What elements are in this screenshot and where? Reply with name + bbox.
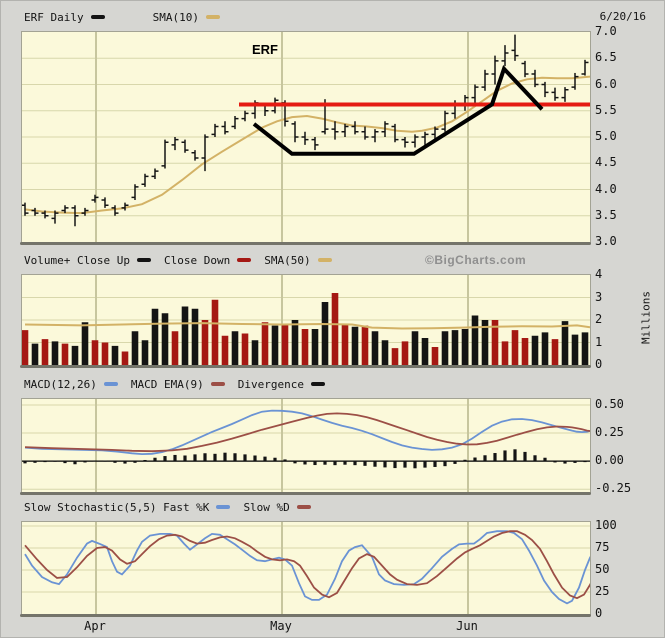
stoch-ytick-label: 100 (595, 517, 617, 532)
slowd-label: Slow %D (243, 500, 290, 514)
macd-chart (22, 399, 590, 492)
divergence-swatch (310, 382, 325, 386)
volume-ytick-label: 1 (595, 334, 603, 349)
volume-ytick-label: 3 (595, 289, 603, 304)
price-legend: ERF Daily SMA(10) (24, 10, 226, 24)
slowd-swatch (296, 505, 311, 509)
price-ytick-label: 3.0 (595, 234, 617, 248)
close-up-swatch (136, 258, 151, 262)
volume-ytick-label: 4 (595, 267, 603, 281)
stoch-ytick-label: 0 (595, 606, 603, 620)
macd-ytick-label: 0.00 (595, 453, 624, 468)
divergence-label: Divergence (237, 377, 304, 391)
sma10-label: SMA(10) (152, 10, 199, 24)
price-panel: ERF (21, 31, 591, 243)
volume-panel-footer (20, 365, 591, 368)
symbol-timeframe-label: ERF Daily (24, 10, 84, 24)
stochastic-fastk-label: Slow Stochastic(5,5) Fast %K (24, 500, 210, 514)
volume-ytick-label: 0 (595, 357, 603, 371)
volume-panel (21, 274, 591, 366)
stochastic-chart (22, 522, 590, 614)
stochastic-panel-footer (20, 614, 591, 617)
close-down-swatch (237, 258, 252, 262)
macd-panel-footer (20, 492, 591, 495)
price-ytick-label: 4.0 (595, 181, 617, 196)
x-axis-month-label: May (270, 619, 292, 633)
chart-date: 6/20/16 (599, 10, 646, 23)
price-chart: ERF (22, 32, 590, 242)
macd-ytick-label: 0.50 (595, 396, 624, 411)
macd-line-swatch (103, 382, 118, 386)
x-axis-month-label: Apr (84, 619, 106, 633)
price-ytick-label: 6.0 (595, 76, 617, 91)
price-panel-footer (20, 242, 591, 245)
bigcharts-watermark: ©BigCharts.com (425, 253, 527, 267)
stoch-ytick-label: 75 (595, 539, 610, 554)
volume-close-up-label: Volume+ Close Up (24, 253, 130, 267)
stoch-ytick-label: 25 (595, 583, 610, 598)
close-down-label: Close Down (163, 253, 231, 267)
macd-label: MACD(12,26) (24, 377, 97, 391)
price-ytick-label: 4.5 (595, 155, 617, 170)
price-annotation-symbol-label: ERF (252, 42, 278, 57)
stochastic-panel (21, 521, 591, 615)
price-ytick-label: 3.5 (595, 207, 617, 222)
price-series-swatch (90, 15, 105, 19)
volume-legend: Volume+ Close Up Close Down SMA(50) (24, 253, 338, 267)
macd-ema-label: MACD EMA(9) (130, 377, 204, 391)
sma50-label: SMA(50) (264, 253, 311, 267)
volume-chart (22, 275, 590, 365)
macd-panel (21, 398, 591, 493)
macd-ytick-label: 0.25 (595, 425, 624, 440)
price-ytick-label: 7.0 (595, 24, 617, 38)
price-ytick-label: 5.5 (595, 102, 617, 117)
price-ytick-label: 6.5 (595, 50, 617, 65)
macd-ema-swatch (210, 382, 225, 386)
sma50-swatch (317, 258, 332, 262)
stoch-ytick-label: 50 (595, 561, 610, 576)
macd-legend: MACD(12,26) MACD EMA(9) Divergence (24, 377, 331, 391)
x-axis-month-label: Jun (456, 619, 478, 633)
sma10-swatch (205, 15, 220, 19)
volume-unit-label: Millions (639, 291, 653, 344)
fastk-swatch (216, 505, 231, 509)
macd-ytick-label: -0.25 (595, 481, 632, 496)
price-ytick-label: 5.0 (595, 129, 617, 143)
stochastic-legend: Slow Stochastic(5,5) Fast %K Slow %D (24, 500, 317, 514)
volume-ytick-label: 2 (595, 312, 603, 326)
